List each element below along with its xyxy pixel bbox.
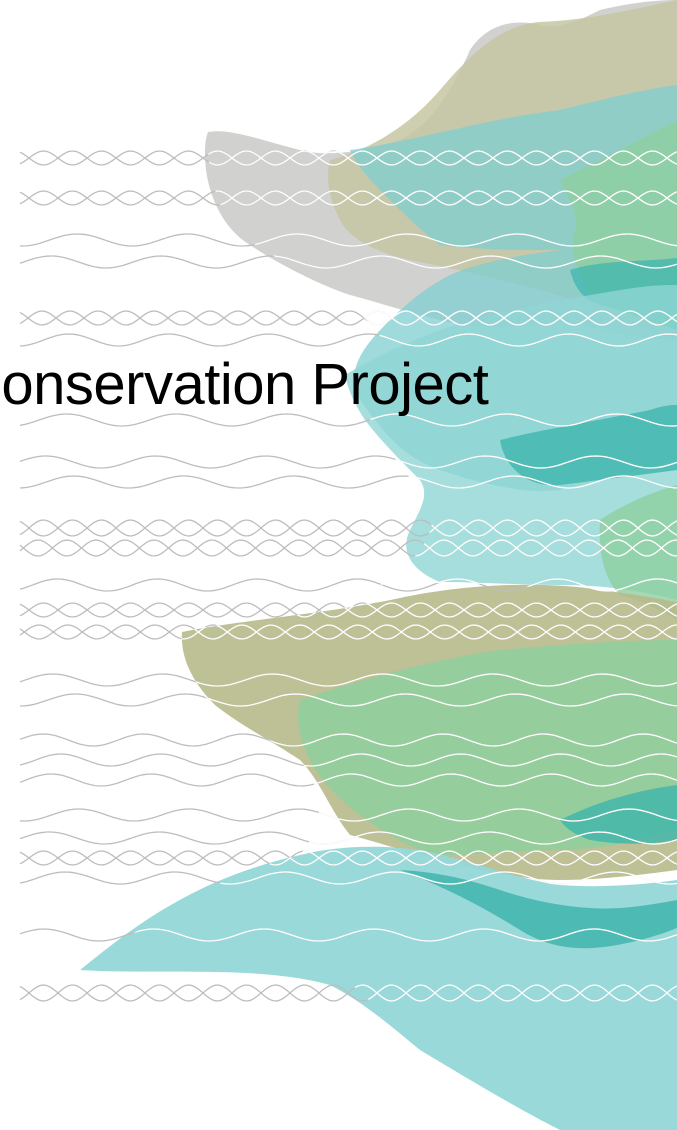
teal-dark-lower <box>400 870 677 949</box>
slide-title: Conservation Project <box>0 352 489 417</box>
teal-dark-lower-2 <box>560 785 677 844</box>
green-lower <box>298 640 677 855</box>
teal-lower <box>80 846 677 1130</box>
terrain-layers <box>80 0 677 1130</box>
